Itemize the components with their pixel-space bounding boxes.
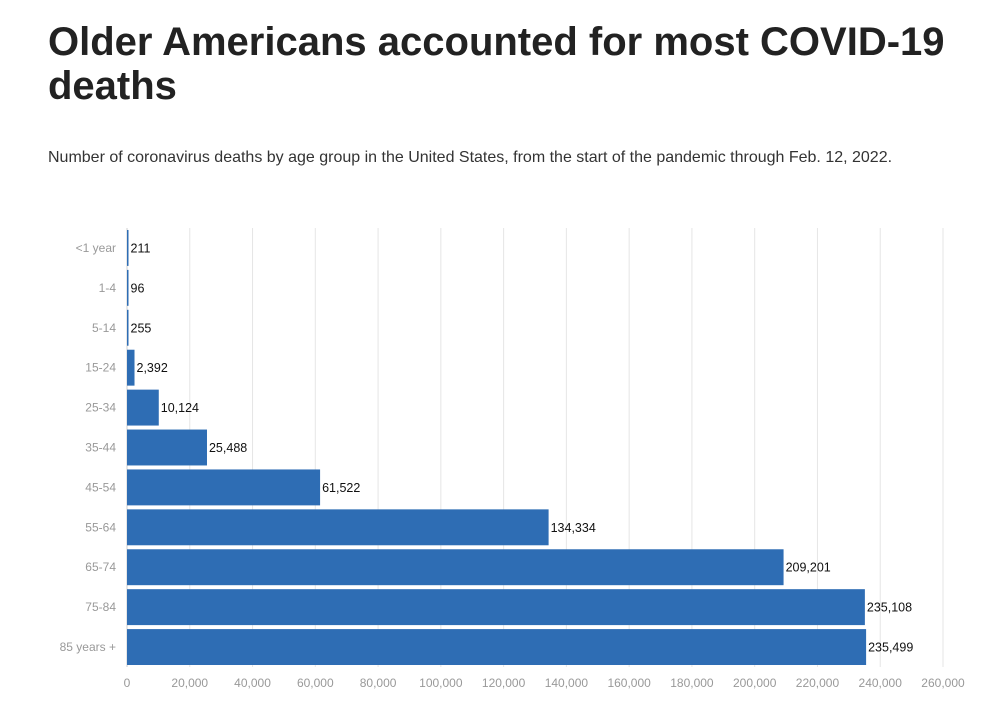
bar [127,509,549,546]
y-category-label: 25-34 [85,401,116,415]
bar-value-label: 10,124 [161,401,199,415]
bar-value-label: 61,522 [322,481,360,495]
bar [127,389,159,426]
x-tick-label: 60,000 [297,676,334,690]
x-tick-label: 40,000 [234,676,271,690]
y-category-label: 5-14 [92,321,116,335]
bar-value-label: 211 [131,241,151,255]
bar-value-label: 235,108 [867,601,912,615]
bar-value-label: 2,392 [137,361,168,375]
y-category-label: 85 years + [60,640,116,654]
x-tick-label: 240,000 [859,676,903,690]
y-category-label: 15-24 [85,361,116,375]
bar [127,549,784,586]
x-tick-label: 220,000 [796,676,840,690]
bar [127,589,865,626]
x-tick-label: 160,000 [607,676,651,690]
bars [127,229,867,666]
bar [127,469,321,506]
labels: 0 20,000 40,000 60,000 80,000 100,000 120,000 1… [60,241,965,690]
x-tick-label: 100,000 [419,676,463,690]
x-tick-label: 80,000 [360,676,397,690]
bar [127,309,129,346]
bar-value-label: 209,201 [786,561,831,575]
y-category-label: 75-84 [85,600,116,614]
chart-subtitle: Number of coronavirus deaths by age grou… [48,149,893,166]
x-tick-label: 200,000 [733,676,777,690]
bar-value-label: 235,499 [868,641,913,655]
bar-value-label: 25,488 [209,441,247,455]
y-category-label: 35-44 [85,441,116,455]
bar-value-label: 96 [131,281,145,295]
y-category-label: 65-74 [85,560,116,574]
x-tick-label: 0 [124,676,131,690]
bar [127,229,129,266]
x-tick-label: 120,000 [482,676,526,690]
x-tick-label: 180,000 [670,676,714,690]
y-category-label: 1-4 [99,281,117,295]
bar [127,429,207,466]
bar-value-label: 255 [131,321,152,335]
x-tick-label: 20,000 [171,676,208,690]
bar [127,269,129,306]
y-category-label: 45-54 [85,480,116,494]
chart-title: Older Americans accounted for most COVID… [48,20,945,108]
bar [127,629,867,666]
x-tick-label: 140,000 [545,676,589,690]
bar [127,349,135,386]
x-tick-label: 260,000 [921,676,965,690]
y-category-label: 55-64 [85,520,116,534]
y-category-label: <1 year [76,241,116,255]
bar-value-label: 134,334 [551,521,596,535]
